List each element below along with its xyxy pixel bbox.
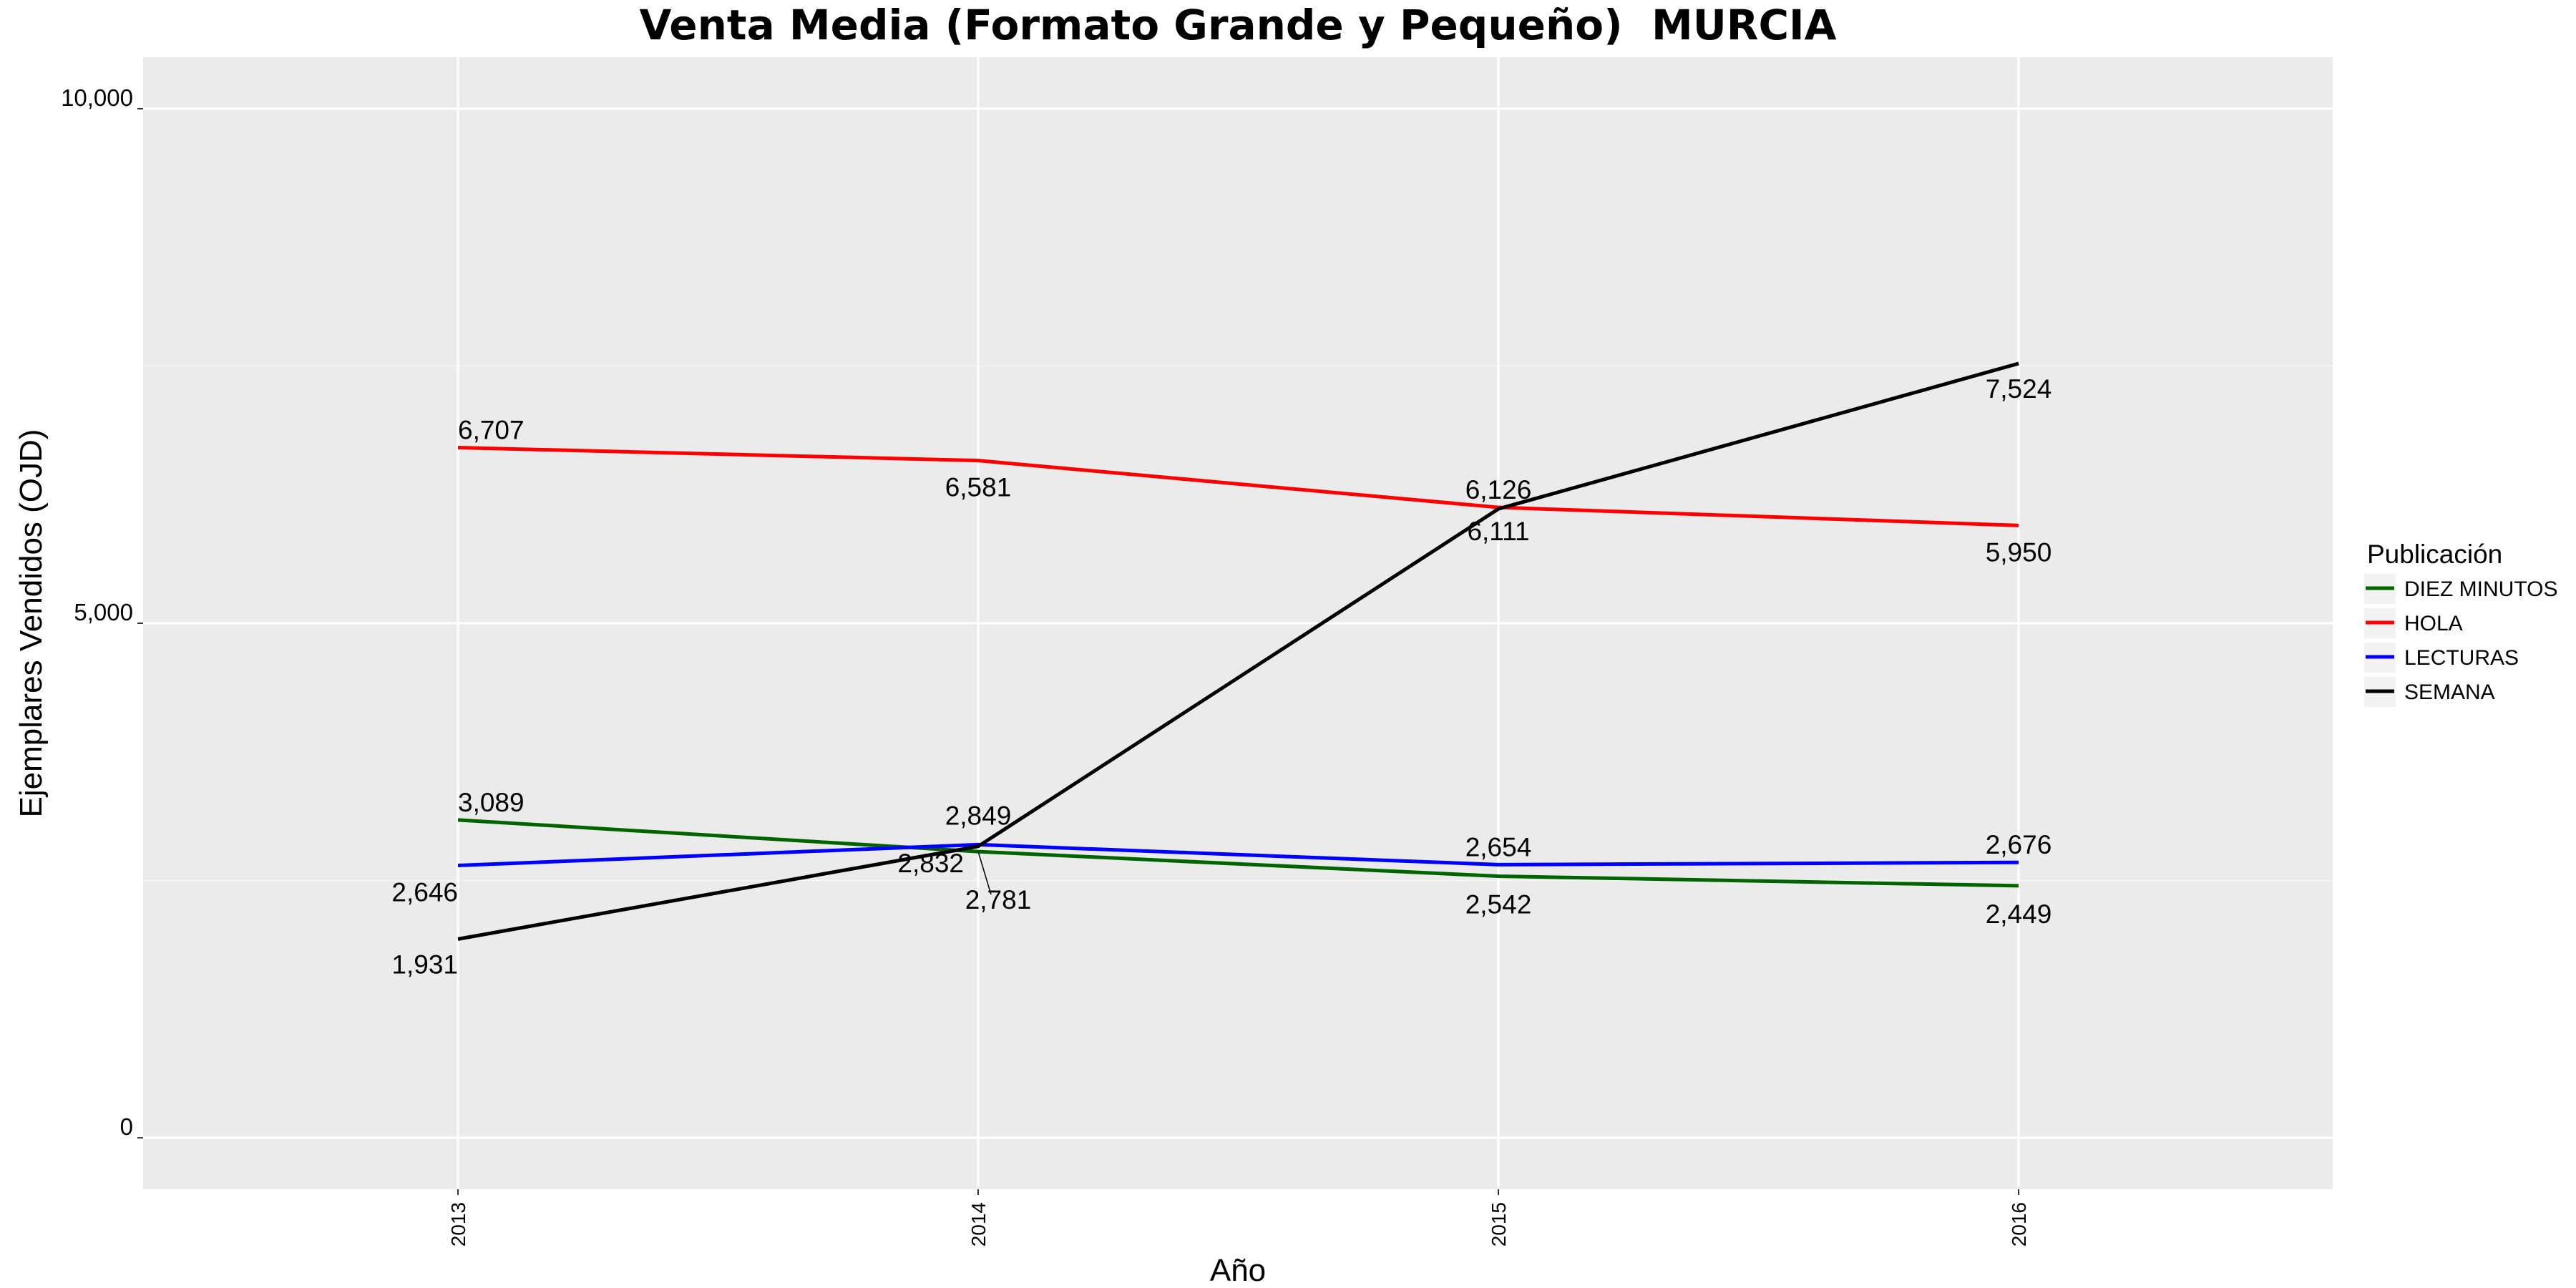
- grid-lines: [143, 57, 2333, 1189]
- legend-label: HOLA: [2404, 612, 2463, 635]
- label-connector: [977, 851, 992, 895]
- data-label: 6,126: [1465, 475, 1532, 504]
- data-label: 3,089: [458, 788, 525, 817]
- series-lines: [457, 361, 2019, 941]
- x-tick-label: 2014: [967, 1202, 990, 1246]
- data-label: 1,931: [391, 950, 458, 979]
- series-line: [457, 446, 2019, 527]
- series-line: [457, 842, 2019, 868]
- y-tick-label: 5,000: [74, 599, 133, 625]
- data-label: 2,654: [1465, 832, 1532, 862]
- y-tick-label: 10,000: [61, 84, 133, 111]
- series-line: [457, 361, 2019, 941]
- data-label: 6,581: [945, 473, 1012, 502]
- data-label: 2,646: [391, 878, 458, 907]
- data-label: 2,781: [965, 885, 1032, 914]
- legend-title: Publicación: [2367, 540, 2502, 569]
- data-label: 2,676: [1986, 830, 2052, 859]
- legend-label: LECTURAS: [2404, 646, 2519, 670]
- data-label: 6,707: [458, 416, 525, 445]
- data-labels: 3,089 2,781 2,542 2,449 6,707 6,581 6,126 5,950…: [391, 374, 2051, 979]
- data-label: 7,524: [1986, 374, 2052, 404]
- x-tick-label: 2016: [2008, 1202, 2030, 1246]
- y-axis-title: Ejemplares Vendidos (OJD): [14, 429, 49, 818]
- data-label: 2,542: [1465, 890, 1532, 919]
- x-tick-label: 2015: [1488, 1202, 1510, 1246]
- data-label: 2,449: [1986, 899, 2052, 929]
- y-tick-label: 0: [120, 1113, 133, 1140]
- data-label: 2,832: [897, 849, 964, 878]
- legend-label: DIEZ MINUTOS: [2404, 577, 2557, 601]
- legend: Publicación DIEZ MINUTOS HOLA LECTURAS SEMA…: [2364, 540, 2557, 707]
- series-line: [457, 818, 2019, 888]
- data-label: 5,950: [1986, 537, 2052, 567]
- x-axis-title: Año: [1210, 1253, 1266, 1288]
- chart-title: Venta Media (Formato Grande y Pequeño) M…: [640, 1, 1837, 49]
- axes: 0 5,000 10,000 2013 2014 2015 2016: [61, 84, 2030, 1246]
- data-label: 6,111: [1467, 517, 1529, 546]
- data-label: 2,849: [945, 801, 1012, 830]
- x-tick-label: 2013: [447, 1202, 469, 1246]
- legend-label: SEMANA: [2404, 680, 2495, 704]
